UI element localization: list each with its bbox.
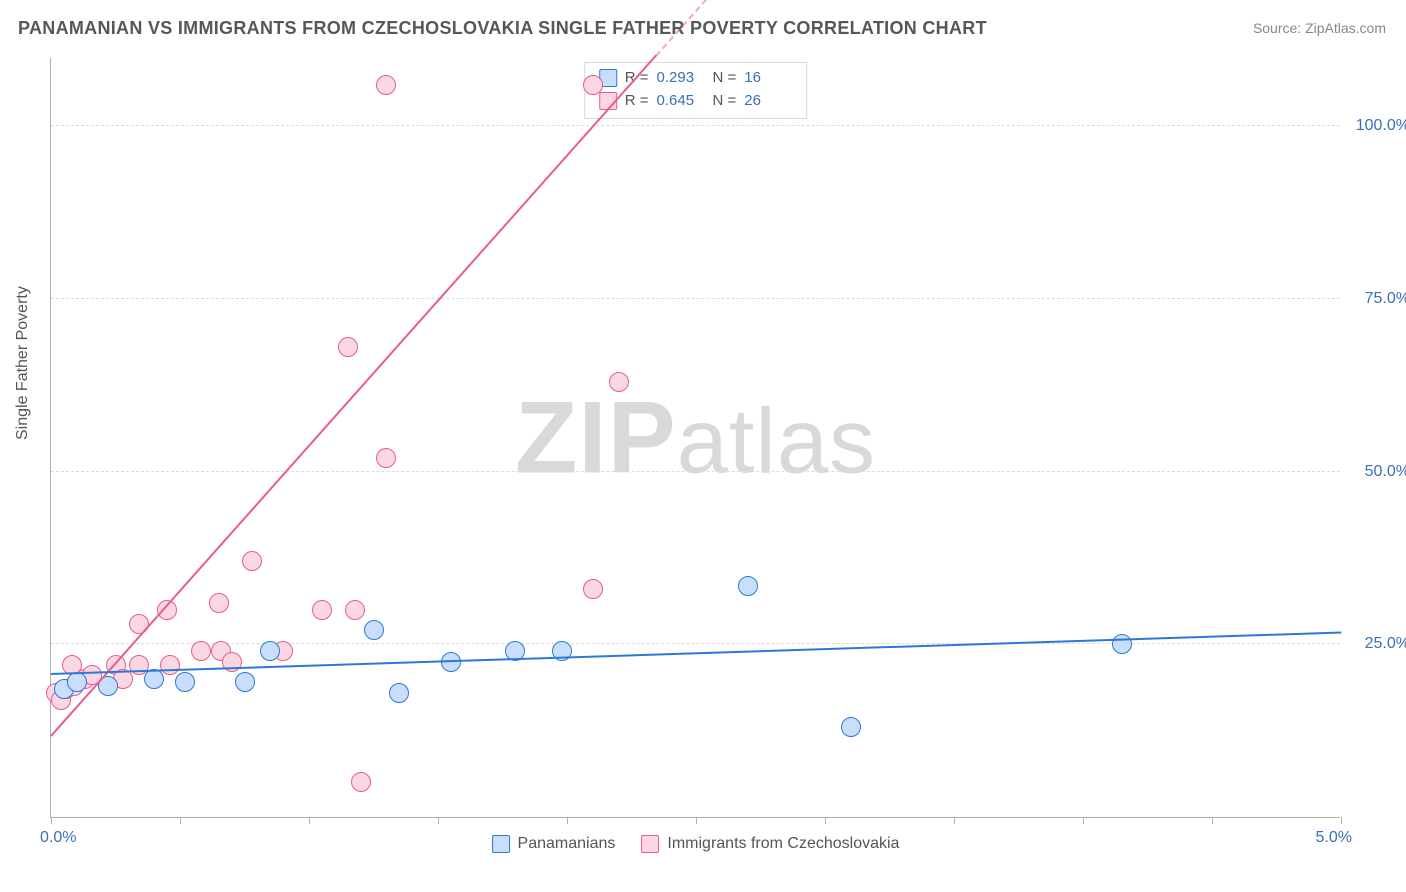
scatter-point-czech [376,448,396,468]
x-tick [1341,817,1342,824]
r-label: R = [625,90,649,113]
chart-title: PANAMANIAN VS IMMIGRANTS FROM CZECHOSLOV… [18,18,987,39]
swatch-czech [641,835,659,853]
scatter-point-panamanians [364,620,384,640]
legend-item-panamanians: Panamanians [492,835,616,853]
regression-line-czech [50,55,657,737]
gridline [51,298,1340,299]
scatter-point-czech [242,551,262,571]
n-label: N = [713,90,737,113]
scatter-point-panamanians [841,717,861,737]
x-tick [1083,817,1084,824]
x-tick [438,817,439,824]
gridline [51,471,1340,472]
x-tick [567,817,568,824]
x-tick [954,817,955,824]
scatter-point-czech [583,579,603,599]
scatter-point-czech [312,600,332,620]
scatter-point-panamanians [1112,634,1132,654]
legend-item-czech: Immigrants from Czechoslovakia [641,835,899,853]
x-tick-label: 0.0% [40,829,76,847]
scatter-point-panamanians [67,672,87,692]
scatter-point-czech [609,372,629,392]
scatter-point-czech [160,655,180,675]
scatter-point-czech [338,337,358,357]
x-tick [51,817,52,824]
scatter-point-panamanians [389,683,409,703]
legend-stats-row: R = 0.645 N = 26 [599,90,793,113]
r-value-czech: 0.645 [657,90,705,113]
source-label: Source: ZipAtlas.com [1253,20,1386,36]
scatter-point-czech [583,75,603,95]
legend-series: Panamanians Immigrants from Czechoslovak… [492,835,900,853]
n-label: N = [713,67,737,90]
n-value-panamanians: 16 [744,67,792,90]
chart-container: PANAMANIAN VS IMMIGRANTS FROM CZECHOSLOV… [0,0,1406,892]
scatter-point-czech [351,772,371,792]
regression-line-panamanians [51,632,1341,676]
x-tick [825,817,826,824]
scatter-point-czech [191,641,211,661]
scatter-point-panamanians [738,576,758,596]
gridline [51,643,1340,644]
scatter-point-czech [209,593,229,613]
scatter-point-panamanians [235,672,255,692]
x-tick [309,817,310,824]
y-tick-label: 75.0% [1345,290,1406,308]
y-tick-label: 50.0% [1345,463,1406,481]
watermark: ZIPatlas [515,379,876,496]
y-tick-label: 25.0% [1345,635,1406,653]
swatch-panamanians [492,835,510,853]
plot-area: ZIPatlas R = 0.293 N = 16 R = 0.645 N = … [50,58,1340,818]
scatter-point-panamanians [260,641,280,661]
x-tick-label: 5.0% [1315,829,1351,847]
scatter-point-czech [345,600,365,620]
y-tick-label: 100.0% [1345,117,1406,135]
n-value-czech: 26 [744,90,792,113]
y-axis-label: Single Father Poverty [14,286,32,440]
legend-stats: R = 0.293 N = 16 R = 0.645 N = 26 [584,62,808,119]
series-label: Immigrants from Czechoslovakia [667,835,899,853]
gridline [51,125,1340,126]
scatter-point-panamanians [175,672,195,692]
x-tick [696,817,697,824]
scatter-point-czech [376,75,396,95]
x-tick [1212,817,1213,824]
r-value-panamanians: 0.293 [657,67,705,90]
series-label: Panamanians [518,835,616,853]
x-tick [180,817,181,824]
